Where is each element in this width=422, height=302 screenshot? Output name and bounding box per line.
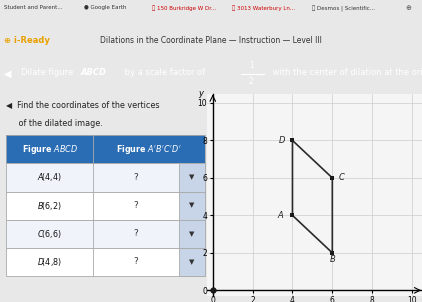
Text: y: y	[198, 89, 203, 98]
Text: ▼: ▼	[189, 203, 195, 209]
Bar	[6, 163, 205, 191]
Text: $\it{A\!(4,\! 4)}$: $\it{A\!(4,\! 4)}$	[37, 172, 62, 184]
Bar	[179, 220, 205, 248]
Text: A: A	[278, 211, 284, 220]
Text: $\it{C\!(6,\! 6)}$: $\it{C\!(6,\! 6)}$	[37, 228, 62, 240]
FancyBboxPatch shape	[6, 135, 205, 163]
Text: ?: ?	[134, 201, 138, 210]
Text: D: D	[279, 136, 286, 145]
Text: x: x	[420, 297, 422, 302]
Text: ● Google Earth: ● Google Earth	[84, 5, 127, 11]
Bar	[6, 191, 205, 220]
Bar	[6, 220, 205, 248]
Bar	[6, 248, 205, 276]
Text: 2: 2	[249, 77, 254, 86]
Text: ▼: ▼	[189, 175, 195, 181]
Text: ⊕ i-Ready: ⊕ i-Ready	[4, 36, 50, 45]
Text: B: B	[330, 255, 335, 264]
Text: ABCD: ABCD	[80, 68, 106, 76]
Text: ◀: ◀	[4, 69, 12, 79]
Bar	[179, 163, 205, 191]
Text: Dilate figure: Dilate figure	[21, 68, 76, 76]
Text: ▼: ▼	[189, 231, 195, 237]
Text: 1: 1	[249, 61, 254, 70]
Text: with the center of dilation at the origin.: with the center of dilation at the origi…	[270, 68, 422, 76]
Text: ▼: ▼	[189, 259, 195, 265]
Text: ?: ?	[134, 229, 138, 238]
Text: ✅ Desmos | Scientific...: ✅ Desmos | Scientific...	[312, 5, 375, 11]
Text: of the dilated image.: of the dilated image.	[6, 119, 103, 128]
Text: ?: ?	[134, 257, 138, 266]
Text: Figure $\it{ABCD}$: Figure $\it{ABCD}$	[22, 143, 78, 156]
Text: by a scale factor of: by a scale factor of	[122, 68, 208, 76]
Text: $\it{B\!(6,\! 2)}$: $\it{B\!(6,\! 2)}$	[37, 200, 62, 212]
Bar	[179, 191, 205, 220]
Bar	[6, 135, 205, 163]
Text: $\it{D\!(4,\! 8)}$: $\it{D\!(4,\! 8)}$	[37, 256, 62, 268]
Text: C: C	[338, 173, 344, 182]
Text: ?: ?	[134, 173, 138, 182]
Text: ◀  Find the coordinates of the vertices: ◀ Find the coordinates of the vertices	[6, 100, 160, 109]
Text: 🔴 3013 Waterbury Ln...: 🔴 3013 Waterbury Ln...	[232, 5, 295, 11]
Text: 🔴 150 Burkridge W Dr...: 🔴 150 Burkridge W Dr...	[152, 5, 216, 11]
Text: ⊕: ⊕	[405, 5, 411, 11]
Bar	[179, 248, 205, 276]
Text: Student and Parent...: Student and Parent...	[4, 5, 63, 11]
Text: Figure $\it{A'B'C'D'}$: Figure $\it{A'B'C'D'}$	[116, 143, 182, 156]
Text: Dilations in the Coordinate Plane — Instruction — Level III: Dilations in the Coordinate Plane — Inst…	[100, 36, 322, 45]
